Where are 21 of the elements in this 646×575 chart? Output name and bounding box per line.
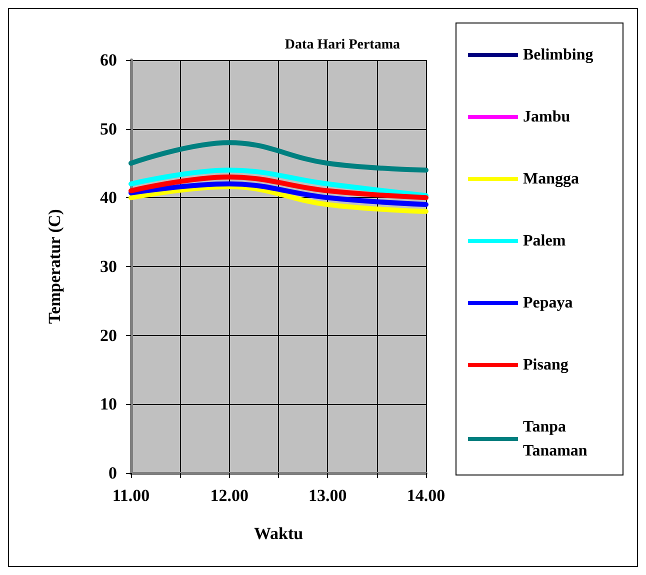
x-tick-label: 12.00 xyxy=(210,486,248,505)
y-tick-label: 20 xyxy=(100,326,117,345)
y-tick-label: 10 xyxy=(100,394,117,414)
x-axis-title: Waktu xyxy=(254,524,304,543)
x-tick-label: 14.00 xyxy=(406,486,446,505)
y-tick-label: 60 xyxy=(100,50,117,70)
legend-label: Pisang xyxy=(523,356,568,374)
legend-label: Belimbing xyxy=(523,46,594,64)
legend-label: Mangga xyxy=(523,170,579,188)
x-tick-label: 13.00 xyxy=(308,486,347,505)
y-tick-label: 50 xyxy=(100,119,117,138)
legend-label: Palem xyxy=(523,232,566,250)
y-axis-title: Temperatur (C) xyxy=(45,209,64,324)
legend-label: Jambu xyxy=(523,108,570,126)
y-tick-label: 30 xyxy=(100,257,117,276)
y-tick-label: 0 xyxy=(108,464,117,482)
legend-label: Pepaya xyxy=(523,294,573,312)
chart-title: Data Hari Pertama xyxy=(284,38,400,52)
x-tick-label: 11.00 xyxy=(112,486,150,505)
y-tick-label: 40 xyxy=(100,188,117,208)
legend-label: Tanpa Tanaman xyxy=(523,418,588,460)
